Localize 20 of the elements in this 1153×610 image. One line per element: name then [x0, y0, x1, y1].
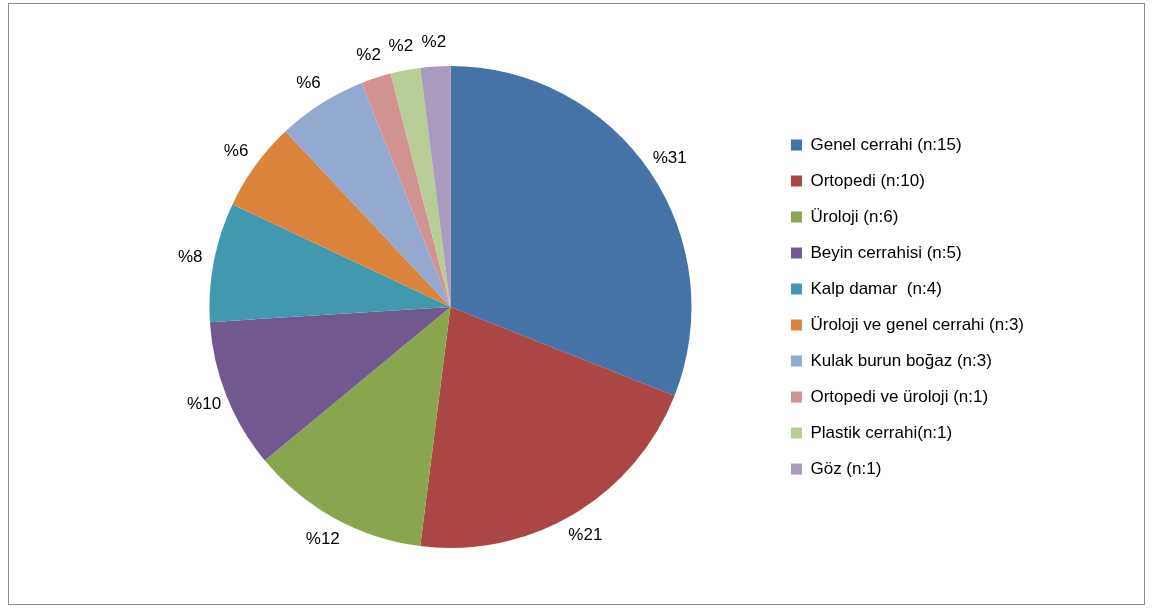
data-label: %21 — [568, 524, 603, 544]
legend-label: Kulak burun boğaz (n:3) — [810, 350, 992, 370]
data-label: %10 — [187, 394, 222, 414]
legend-label: Ortopedi (n:10) — [810, 170, 925, 190]
data-label: %8 — [177, 247, 203, 267]
legend-label: Genel cerrahi (n:15) — [810, 134, 962, 154]
data-label: %2 — [356, 44, 381, 64]
legend-label: Üroloji (n:6) — [810, 206, 899, 226]
legend-label: Plastik cerrahi(n:1) — [810, 422, 953, 442]
data-label: %2 — [421, 32, 447, 52]
data-label: %6 — [223, 140, 249, 160]
legend-label: Üroloji ve genel cerrahi (n:3) — [810, 314, 1025, 334]
data-label: %6 — [296, 72, 321, 92]
legend-label: Ortopedi ve üroloji (n:1) — [810, 386, 989, 406]
data-label: %2 — [388, 36, 414, 56]
data-label: %31 — [652, 147, 687, 167]
data-label: %12 — [305, 528, 340, 548]
legend-label: Göz (n:1) — [810, 458, 882, 478]
legend-label: Kalp damar (n:4) — [810, 278, 942, 298]
legend-label: Beyin cerrahisi (n:5) — [810, 242, 962, 262]
